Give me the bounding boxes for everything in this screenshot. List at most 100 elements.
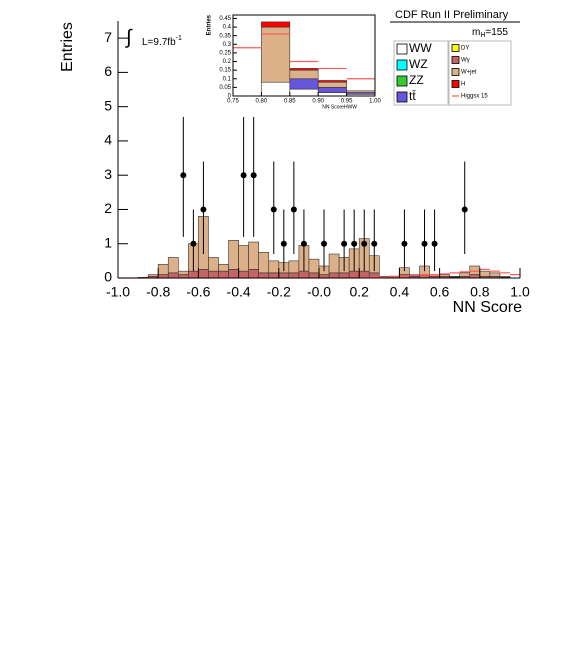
y-axis-label: Entries [59,22,76,72]
hist-bar [317,87,347,93]
data-point [431,240,438,247]
hist-bar [298,270,310,279]
legend-label: tt̄ [409,89,416,103]
hist-bar [317,92,347,97]
data-point [200,206,207,213]
y-tick-label: 1 [104,234,112,250]
hist-bar [167,272,179,279]
data-point [300,240,307,247]
y-tick-label: 0.25 [219,50,231,56]
data-point [371,240,378,247]
hist-bar [469,265,481,275]
hist-bar [317,81,347,88]
legend-label: H [461,82,465,88]
x-tick-label: 0.2 [349,284,369,300]
data-point [280,240,287,247]
data-point [361,240,368,247]
data-point [250,172,257,179]
integral-sign: ∫ [125,26,133,48]
data-point [240,172,247,179]
x-tick-label: 0.6 [430,284,450,300]
legend-swatch [396,91,408,103]
data-point [461,206,468,213]
data-point [321,240,328,247]
legend-label: DY [461,46,469,52]
hist-bar [459,272,471,277]
x-tick-label: 0.85 [284,99,296,105]
hist-bar [218,263,229,272]
hist-bar [248,241,259,270]
hist-bar [308,272,320,279]
hist-bar [218,270,229,279]
x-tick-label: 1.00 [369,99,381,105]
hist-bar [268,260,280,274]
hist-bar [258,272,270,279]
legend-swatch [451,44,460,52]
data-point [290,206,297,213]
y-tick-label: 0 [104,269,112,285]
legend-swatch [451,56,460,64]
mass-symbol: m [472,27,480,38]
data-point [351,240,358,247]
x-tick-label: 0.80 [256,99,268,105]
x-tick-label: 0.90 [312,99,324,105]
x-tick-label: -0.6 [186,284,210,300]
mass-value: =155 [485,27,508,38]
hist-bar [228,269,239,279]
legend-label: ZZ [409,73,424,87]
legend-label: Higgsx 15 [461,94,488,100]
hist-bar [439,274,450,277]
legend-swatch [396,43,408,55]
hist-bar [358,270,370,279]
hist-bar [346,90,376,93]
hist-bar [258,252,270,274]
data-point [190,240,197,247]
legend-swatch [451,80,460,88]
x-tick-label: -0.2 [267,284,291,300]
annotation: CDF Run II Preliminary [395,9,509,21]
y-tick-label: 5 [104,97,112,113]
x-tick-label: -1.0 [106,284,130,300]
legend-swatch [451,68,460,76]
y-tick-label: 0 [228,94,232,100]
hist-bar [261,81,291,97]
hist-bar [489,272,501,277]
hist-bar [289,88,319,97]
data-point [401,240,408,247]
legend-label: W+jet [461,70,477,76]
hist-bar [238,245,249,272]
y-tick-label: 0.4 [223,25,232,31]
y-tick-label: 6 [104,63,112,79]
hist-bar [248,269,259,279]
hist-bar [147,274,159,277]
hist-bar [198,269,209,279]
x-tick-label: 0.8 [470,284,490,300]
hist-bar [289,78,319,90]
hist-bar [188,270,199,279]
hist-bar [178,270,189,275]
inset-x-label: NN ScoreHWW [322,104,357,110]
x-tick-label: 0.75 [227,99,239,105]
hist-bar [499,275,511,278]
hist-bar [261,26,291,83]
y-tick-label: 0.35 [219,33,231,39]
hist-bar [469,274,481,279]
y-tick-label: 0.1 [223,76,232,82]
hist-bar [288,260,300,274]
x-axis-label: NN Score [453,299,522,316]
legend-label: WW [409,41,432,55]
mass-subscript: H [480,32,485,39]
data-point [421,240,428,247]
y-tick-label: 3 [104,166,112,182]
x-tick-label: 1.0 [510,284,530,300]
lumi-exponent: -1 [176,35,182,42]
hist-bar [328,272,340,279]
hist-bar [338,272,350,279]
x-tick-label: 0.4 [390,284,410,300]
y-tick-label: 4 [104,132,112,148]
data-point [180,172,187,179]
mass-label: mH=155 [472,27,508,39]
hist-bar [348,270,360,279]
